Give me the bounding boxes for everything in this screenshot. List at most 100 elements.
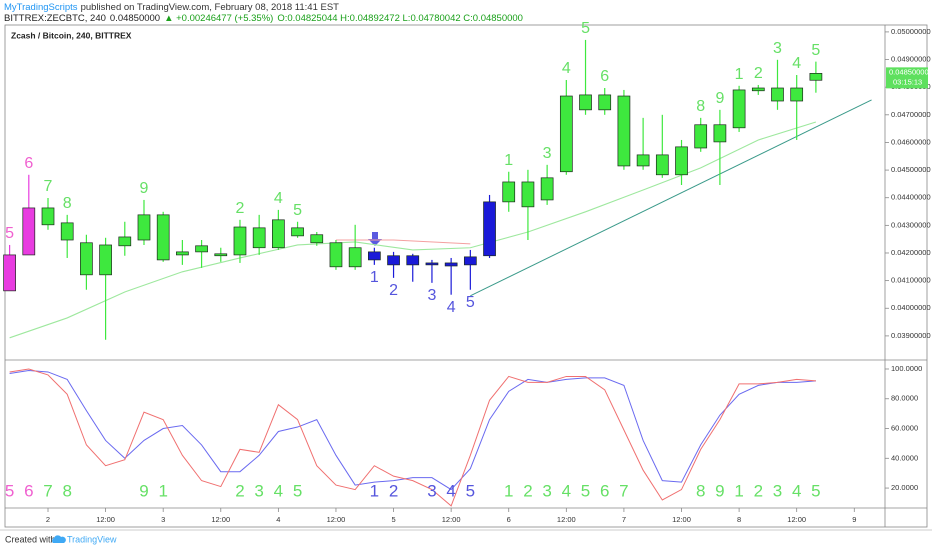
x-tick-label: 9 <box>852 515 856 524</box>
count-label: 1 <box>504 481 513 500</box>
candle-body <box>329 242 343 268</box>
ohlc: O:0.04825044 H:0.04892472 L:0.04780042 C… <box>277 13 523 24</box>
x-tick-label: 12:00 <box>672 515 691 524</box>
candle-body <box>444 262 458 267</box>
count-label: 6 <box>24 481 33 500</box>
y-tick-label: 0.05000000 <box>891 27 931 36</box>
candle-body <box>214 253 228 257</box>
candle-body <box>348 247 362 268</box>
candle-body <box>751 87 765 92</box>
candle-body <box>502 181 516 203</box>
count-label: 7 <box>619 481 628 500</box>
candle-body <box>636 154 650 167</box>
count-label: 9 <box>139 481 148 500</box>
candle-body <box>559 95 573 173</box>
logo <box>52 535 66 543</box>
count-label: 3 <box>427 481 436 500</box>
count-label: 4 <box>562 481 571 500</box>
last-price-label: 0.04850000 <box>889 67 929 76</box>
candle-body <box>137 214 151 241</box>
count-label: 2 <box>235 481 244 500</box>
count-label: 1 <box>504 152 513 169</box>
count-label: 4 <box>446 481 455 500</box>
count-label: 7 <box>44 178 53 195</box>
count-label: 8 <box>696 98 705 115</box>
count-label: 1 <box>735 66 744 83</box>
count-label: 5 <box>5 225 14 242</box>
author[interactable]: MyTradingScripts <box>4 2 78 13</box>
candle-body <box>790 87 804 102</box>
count-label: 9 <box>140 180 149 197</box>
count-label: 3 <box>254 481 263 500</box>
price: 0.04850000 <box>110 13 160 24</box>
x-tick-label: 2 <box>46 515 50 524</box>
count-label: 5 <box>581 481 590 500</box>
change: ▲ +0.00246477 (+5.35%) <box>164 13 273 24</box>
y-tick-label: 0.04700000 <box>891 110 931 119</box>
candle-body <box>732 89 746 129</box>
x-tick-label: 4 <box>276 515 280 524</box>
x-tick-label: 8 <box>737 515 741 524</box>
y-tick-label: 0.04600000 <box>891 137 931 146</box>
candle-body <box>655 154 669 176</box>
published: published on TradingView.com, February 0… <box>81 2 340 13</box>
footer-brand[interactable]: TradingView <box>67 534 117 544</box>
x-tick-label: 7 <box>622 515 626 524</box>
signal-arrow <box>368 232 382 246</box>
y-tick-label: 0.04000000 <box>891 303 931 312</box>
candle-body <box>118 236 132 247</box>
count-label: 7 <box>43 481 52 500</box>
y-tick-label: 80.0000 <box>891 394 918 403</box>
candle-body <box>291 227 304 237</box>
candle-body <box>176 251 189 256</box>
candle-body <box>463 256 477 266</box>
candle-body <box>368 251 381 261</box>
count-label: 5 <box>293 202 302 219</box>
count-label: 5 <box>5 481 14 500</box>
count-label: 9 <box>715 90 724 107</box>
candle-body <box>540 177 554 201</box>
count-label: 6 <box>600 68 609 85</box>
y-tick-label: 20.0000 <box>891 483 918 492</box>
count-label: 8 <box>696 481 705 500</box>
count-label: 1 <box>734 481 743 500</box>
count-label: 2 <box>754 65 763 82</box>
candle-body <box>80 242 93 276</box>
x-tick-label: 12:00 <box>442 515 461 524</box>
y-tick-label: 0.04200000 <box>891 248 931 257</box>
countdown: 03:15:13 <box>893 77 922 86</box>
y-tick-label: 40.0000 <box>891 453 918 462</box>
count-label: 9 <box>715 481 724 500</box>
candle-body <box>694 124 708 149</box>
footer-created: Created with <box>5 534 56 544</box>
count-label: 2 <box>236 200 245 217</box>
count-label: 4 <box>274 481 283 500</box>
count-label: 2 <box>754 481 763 500</box>
count-label: 8 <box>62 481 71 500</box>
y-tick-label: 60.0000 <box>891 424 918 433</box>
candle-body <box>41 207 55 226</box>
y-tick-label: 0.04500000 <box>891 165 931 174</box>
x-tick-label: 12:00 <box>96 515 115 524</box>
y-tick-label: 0.04900000 <box>891 55 931 64</box>
header-line-1: MyTradingScripts published on TradingView… <box>4 2 339 13</box>
x-tick-label: 12:00 <box>211 515 230 524</box>
candle-body <box>60 222 74 241</box>
count-label: 5 <box>466 481 475 500</box>
x-tick-label: 12:00 <box>787 515 806 524</box>
count-label: 3 <box>542 481 551 500</box>
x-tick-label: 12:00 <box>557 515 576 524</box>
candle-body <box>406 255 420 266</box>
count-label: 1 <box>370 269 379 286</box>
count-label: 1 <box>370 481 379 500</box>
candle-body <box>252 227 266 249</box>
candle-body <box>521 181 535 208</box>
count-label: 1 <box>158 481 167 500</box>
count-label: 5 <box>293 481 302 500</box>
count-label: 4 <box>792 481 801 500</box>
count-label: 5 <box>581 20 590 37</box>
line <box>470 99 872 297</box>
candle-body <box>617 95 631 167</box>
count-label: 4 <box>447 299 456 316</box>
